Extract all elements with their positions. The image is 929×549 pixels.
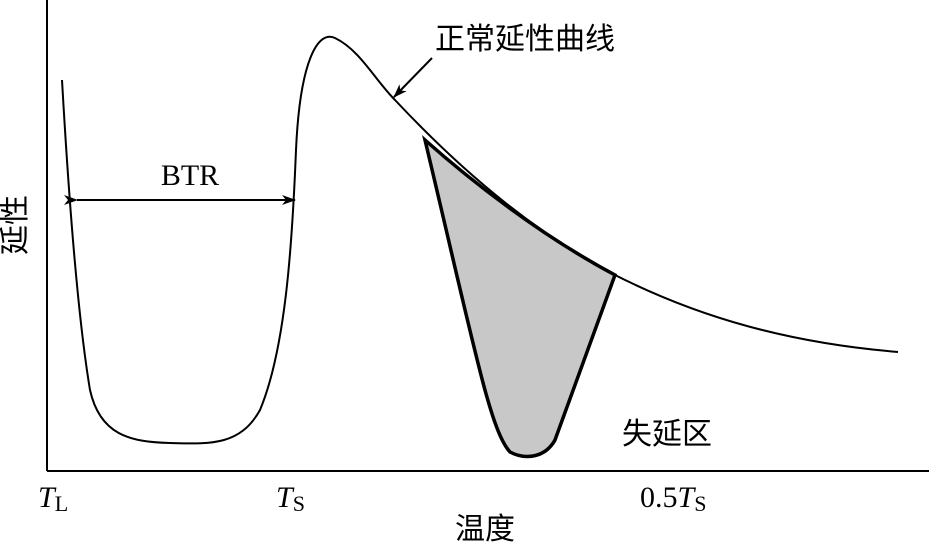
symbol: T [38, 481, 57, 514]
ductility-curve [61, 35, 899, 445]
symbol: T [678, 481, 697, 514]
subscript: S [293, 491, 305, 516]
x-mark: 0.5TS [640, 481, 706, 516]
pointer-arrow [393, 57, 433, 98]
loss-zone [422, 135, 618, 459]
loss-zone-label: 失延区 [622, 418, 712, 451]
x-axis-label: 温度 [455, 513, 515, 546]
y-axis-label: 延性 [0, 195, 32, 255]
x-mark: TL [38, 481, 68, 516]
btr-label: BTR [161, 159, 219, 192]
curve-label: 正常延性曲线 [435, 23, 615, 56]
prefix: 0.5 [640, 481, 678, 514]
subscript: S [694, 491, 706, 516]
symbol: T [276, 481, 295, 514]
x-mark: TS [276, 481, 305, 516]
subscript: L [55, 491, 68, 516]
